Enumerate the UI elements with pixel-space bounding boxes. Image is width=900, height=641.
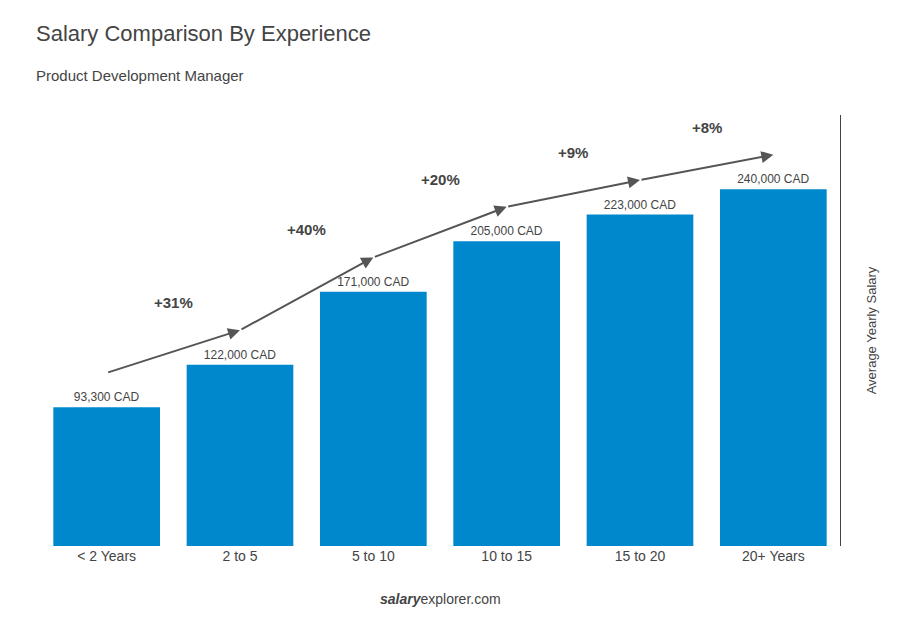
svg-text:+40%: +40% — [287, 221, 326, 238]
svg-text:+9%: +9% — [558, 144, 588, 161]
svg-text:5 to 10: 5 to 10 — [352, 548, 395, 564]
svg-text:+31%: +31% — [154, 294, 193, 311]
svg-text:240,000 CAD: 240,000 CAD — [737, 172, 809, 186]
svg-text:171,000 CAD: 171,000 CAD — [337, 275, 409, 289]
svg-text:salaryexplorer.com: salaryexplorer.com — [380, 591, 501, 607]
svg-text:Salary Comparison By Experienc: Salary Comparison By Experience — [36, 21, 371, 46]
svg-text:+8%: +8% — [692, 119, 722, 136]
svg-text:223,000 CAD: 223,000 CAD — [604, 198, 676, 212]
svg-text:205,000 CAD: 205,000 CAD — [470, 224, 542, 238]
svg-text:Average Yearly Salary: Average Yearly Salary — [864, 266, 879, 394]
svg-text:10 to 15: 10 to 15 — [481, 548, 532, 564]
svg-text:Product Development Manager: Product Development Manager — [36, 67, 244, 84]
svg-text:< 2 Years: < 2 Years — [77, 548, 136, 564]
svg-text:93,300 CAD: 93,300 CAD — [74, 390, 140, 404]
svg-text:15 to 20: 15 to 20 — [615, 548, 666, 564]
svg-text:2 to 5: 2 to 5 — [222, 548, 257, 564]
svg-text:+20%: +20% — [421, 171, 460, 188]
svg-text:122,000 CAD: 122,000 CAD — [204, 348, 276, 362]
svg-text:20+ Years: 20+ Years — [742, 548, 805, 564]
